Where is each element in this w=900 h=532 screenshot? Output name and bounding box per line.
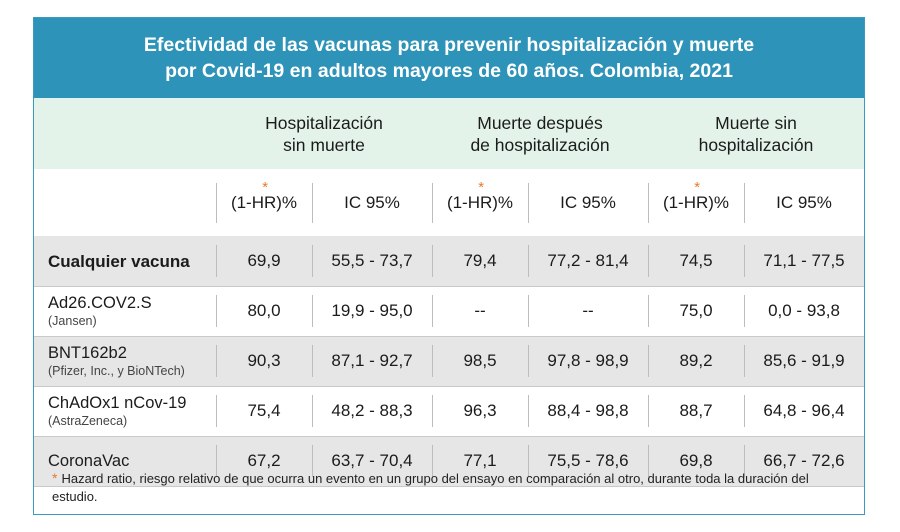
effectiveness-value: 75,0 [679,301,713,320]
subheader-ci: IC 95% [776,192,832,212]
ci-value: 64,8 - 96,4 [763,401,845,420]
group-death-without-hospitalization: Muerte sin hospitalización [648,98,864,169]
row-label: Cualquier vacuna [48,236,190,286]
vaccine-effectiveness-table: Efectividad de las vacunas para prevenir… [33,17,865,515]
row-label-main: ChAdOx1 nCov-19 [48,393,187,412]
table-row: CoronaVac 67,2 63,7 - 70,4 77,1 75,5 - 78,6 6… [34,436,864,486]
ci-value: 75,5 - 78,6 [547,451,629,470]
footnote-text: Hazard ratio, riesgo relativo de que ocu… [52,471,809,504]
group-label-line: hospitalización [698,134,814,155]
footnote: * Hazard ratio, riesgo relativo de que oc… [52,469,852,506]
subheader-hr: * (1-HR)% [432,169,528,236]
effectiveness-value: 74,5 [679,251,713,270]
group-label-line: sin muerte [283,134,365,155]
effectiveness-value: 75,4 [247,401,281,420]
ci-value: -- [582,301,594,320]
effectiveness-value: 69,9 [247,251,281,270]
row-label-main: Ad26.COV2.S [48,293,152,312]
subheader-row: * (1-HR)% IC 95% * (1-HR)% IC 95% * (1-HR)%… [34,169,864,236]
subheader-hr-text: (1-HR)% [446,192,514,212]
group-label-line: Muerte sin [715,112,797,133]
asterisk-icon: * [694,178,701,196]
ci-value: 71,1 - 77,5 [763,251,845,270]
subheader-ci: IC 95% [344,192,400,212]
effectiveness-value: 80,0 [247,301,281,320]
asterisk-icon: * [478,178,485,196]
title-line-1: Efectividad de las vacunas para prevenir… [143,34,755,56]
row-label-sub: (AstraZeneca) [48,413,128,428]
subheader-hr: * (1-HR)% [648,169,744,236]
group-label-line: Muerte después [477,112,603,133]
effectiveness-value: 67,2 [247,451,281,470]
group-header-row: Hospitalización sin muerte Muerte despué… [34,98,864,169]
subheader-ci: IC 95% [560,192,616,212]
table-row: Cualquier vacuna 69,9 55,5 - 73,7 79,4 77,2 … [34,236,864,286]
ci-value: 85,6 - 91,9 [763,351,845,370]
row-label-main: BNT162b2 [48,343,127,362]
table-title: Efectividad de las vacunas para prevenir… [34,18,864,98]
table-row: Ad26.COV2.S (Jansen) 80,0 19,9 - 95,0 -- -- 75… [34,286,864,336]
asterisk-icon: * [262,178,269,196]
ci-value: 55,5 - 73,7 [331,251,413,270]
effectiveness-value: 79,4 [463,251,497,270]
group-label-line: Hospitalización [265,112,383,133]
row-label: CoronaVac [48,436,129,486]
row-label: BNT162b2 (Pfizer, Inc., y BioNTech) [48,336,185,386]
ci-value: 48,2 - 88,3 [331,401,413,420]
row-label: Ad26.COV2.S (Jansen) [48,286,152,336]
ci-value: 87,1 - 92,7 [331,351,413,370]
ci-value: 66,7 - 72,6 [763,451,845,470]
effectiveness-value: 90,3 [247,351,281,370]
subheader-hr: * (1-HR)% [216,169,312,236]
group-hospitalization-without-death: Hospitalización sin muerte [216,98,432,169]
effectiveness-value: 96,3 [463,401,497,420]
table-row: BNT162b2 (Pfizer, Inc., y BioNTech) 90,3 87… [34,336,864,386]
group-death-after-hospitalization: Muerte después de hospitalización [432,98,648,169]
effectiveness-value: 98,5 [463,351,497,370]
ci-value: 88,4 - 98,8 [547,401,629,420]
effectiveness-value: 88,7 [679,401,713,420]
row-label-main: Cualquier vacuna [48,251,190,271]
effectiveness-value: 77,1 [463,451,497,470]
row-label-sub: (Jansen) [48,313,97,328]
row-label-main: CoronaVac [48,451,130,470]
ci-value: 77,2 - 81,4 [547,251,629,270]
row-label: ChAdOx1 nCov-19 (AstraZeneca) [48,386,187,436]
effectiveness-value: 89,2 [679,351,713,370]
subheader-hr-text: (1-HR)% [230,192,298,212]
effectiveness-value: -- [474,301,486,320]
title-line-2: por Covid-19 en adultos mayores de 60 añ… [165,60,733,82]
ci-value: 63,7 - 70,4 [331,451,413,470]
asterisk-icon: * [52,470,58,486]
ci-value: 0,0 - 93,8 [768,301,840,320]
group-label-line: de hospitalización [470,134,610,155]
row-label-sub: (Pfizer, Inc., y BioNTech) [48,363,185,378]
ci-value: 19,9 - 95,0 [331,301,413,320]
table-row: ChAdOx1 nCov-19 (AstraZeneca) 75,4 48,2 - 8… [34,386,864,436]
subheader-hr-text: (1-HR)% [662,192,730,212]
effectiveness-value: 69,8 [679,451,713,470]
ci-value: 97,8 - 98,9 [547,351,629,370]
